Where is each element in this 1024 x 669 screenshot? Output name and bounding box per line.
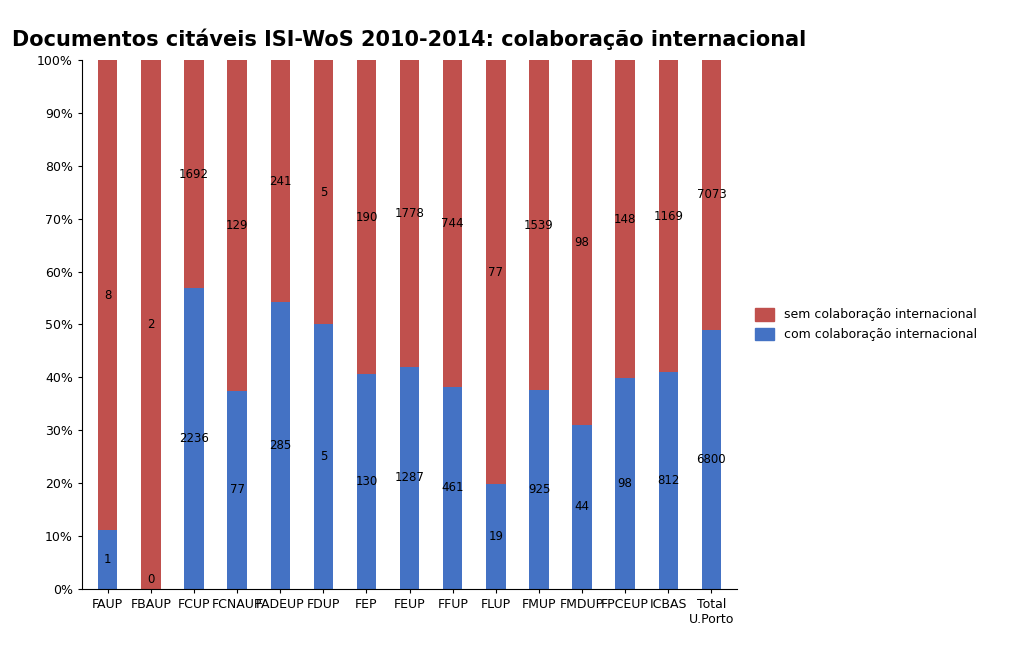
Bar [270,60,290,302]
Text: 241: 241 [269,175,292,188]
Text: 5: 5 [319,450,327,463]
Text: 1539: 1539 [524,219,554,231]
Bar [572,60,592,425]
Bar [313,324,333,589]
Bar [615,378,635,589]
Text: 77: 77 [488,266,504,279]
Text: 1169: 1169 [653,209,683,223]
Text: 812: 812 [657,474,680,487]
Bar [184,60,204,288]
Bar [98,530,118,589]
Text: 6800: 6800 [696,453,726,466]
Bar [701,330,721,589]
Text: 7073: 7073 [696,189,726,201]
Text: 1: 1 [104,553,112,566]
Bar [443,60,463,387]
Bar [701,60,721,330]
Title: Documentos citáveis ISI-WoS 2010-2014: colaboração internacional: Documentos citáveis ISI-WoS 2010-2014: c… [12,29,807,50]
Text: 19: 19 [488,530,504,543]
Bar [400,367,419,589]
Bar [270,302,290,589]
Text: 5: 5 [319,186,327,199]
Bar [615,60,635,378]
Text: 190: 190 [355,211,378,223]
Legend: sem colaboração internacional, com colaboração internacional: sem colaboração internacional, com colab… [751,302,982,347]
Text: 98: 98 [574,236,590,249]
Bar [443,387,463,589]
Bar [356,374,376,589]
Text: 129: 129 [226,219,249,232]
Bar [184,288,204,589]
Bar [486,60,506,484]
Text: 744: 744 [441,217,464,230]
Bar [658,60,678,372]
Text: 285: 285 [269,439,292,452]
Bar [658,372,678,589]
Text: 925: 925 [527,483,550,496]
Bar [227,391,247,589]
Text: 1778: 1778 [394,207,425,220]
Text: 461: 461 [441,481,464,494]
Text: 44: 44 [574,500,590,513]
Text: 0: 0 [147,573,155,586]
Text: 2: 2 [147,318,155,331]
Bar [400,60,419,367]
Text: 148: 148 [614,213,636,225]
Bar [572,425,592,589]
Bar [141,60,161,589]
Text: 1692: 1692 [179,167,209,181]
Text: 2236: 2236 [179,432,209,445]
Bar [313,60,333,324]
Bar [529,60,549,390]
Bar [529,390,549,589]
Bar [227,60,247,391]
Bar [486,484,506,589]
Text: 77: 77 [229,484,245,496]
Bar [98,60,118,530]
Text: 1287: 1287 [394,471,425,484]
Text: 98: 98 [617,477,633,490]
Text: 130: 130 [355,475,378,488]
Text: 8: 8 [104,288,112,302]
Bar [356,60,376,374]
